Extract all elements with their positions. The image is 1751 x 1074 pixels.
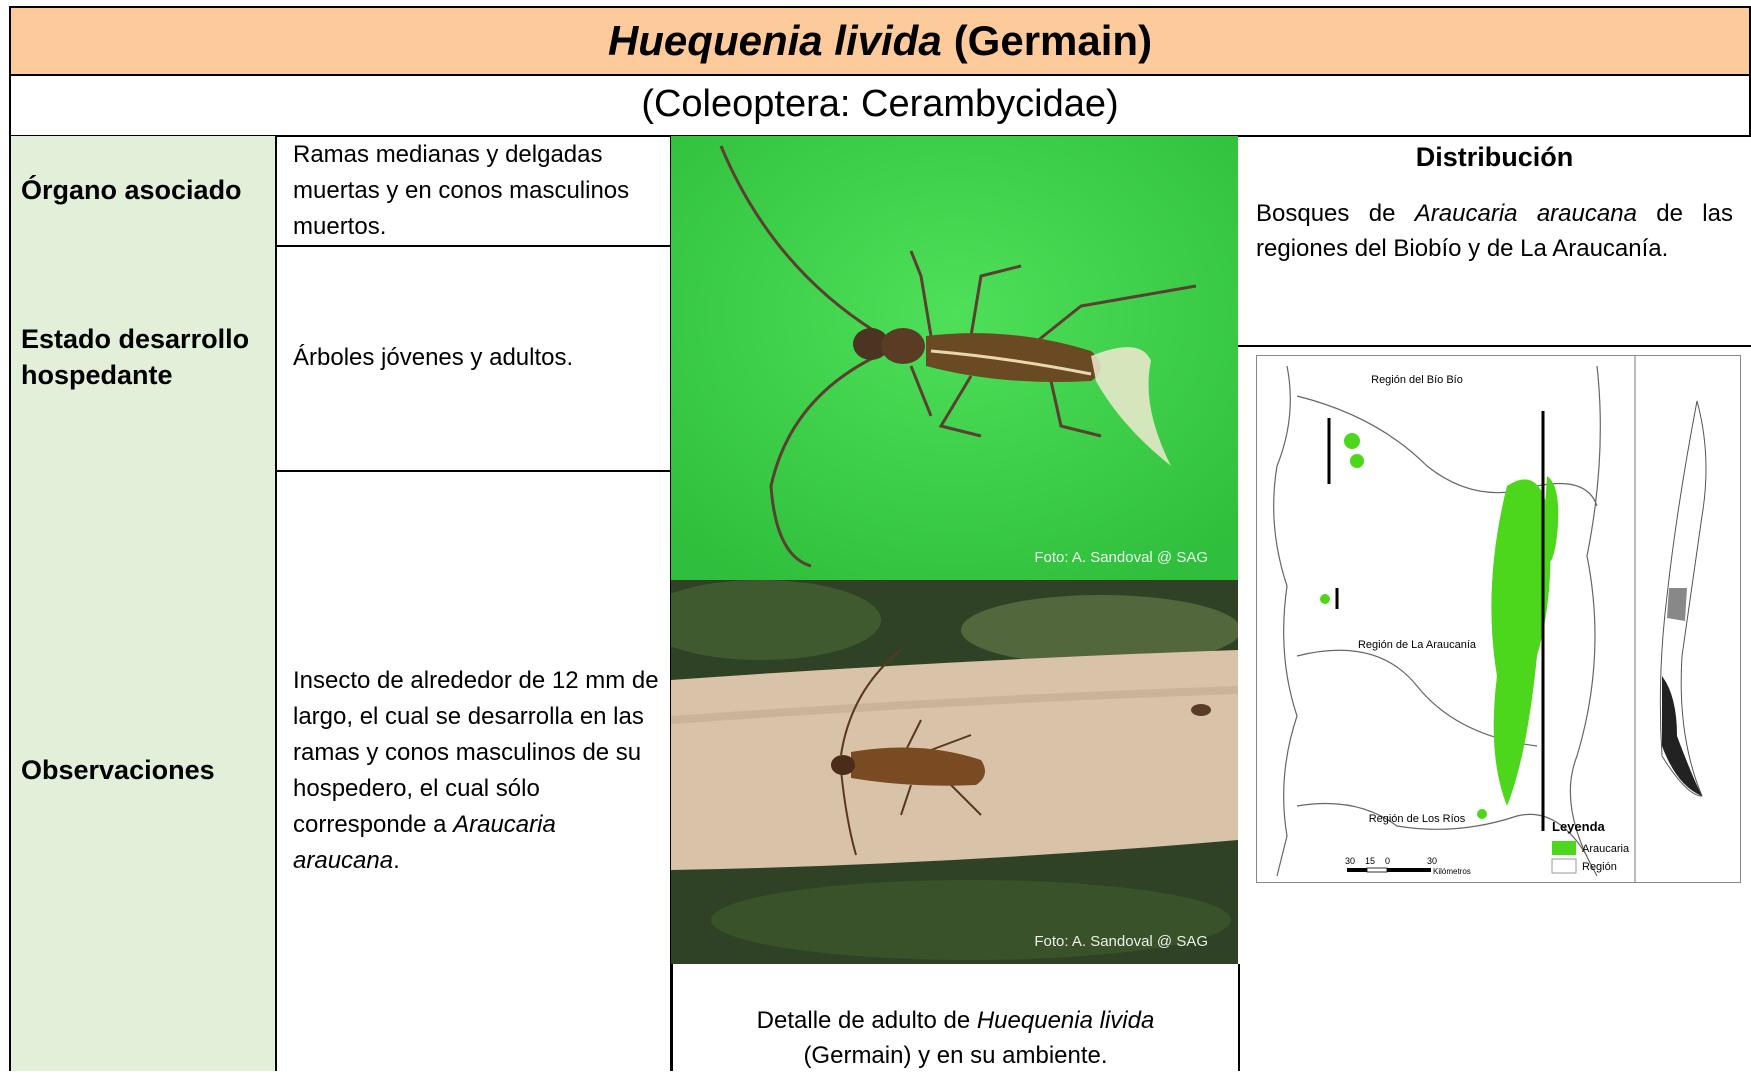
scale-label: 30: [1427, 856, 1437, 866]
row-value: Árboles jóvenes y adultos.: [275, 245, 672, 472]
text: (Germain) y en su ambiente.: [803, 1041, 1108, 1069]
distribution-cell: Distribución Bosques de Araucaria arauca…: [1238, 136, 1751, 347]
scale-label: 30: [1345, 856, 1355, 866]
legend-title: Leyenda: [1552, 819, 1606, 834]
title-species: Huequenia livida: [607, 17, 942, 64]
photo-beetle-branch: Foto: A. Sandoval @ SAG: [671, 580, 1238, 964]
text-italic: Huequenia livida: [976, 1007, 1155, 1034]
scale-bar: [1347, 868, 1367, 872]
photo-illustration: [671, 136, 1238, 580]
photo-caption: Detalle de adulto de Huequenia livida (G…: [671, 964, 1240, 1071]
row-label: Estado desarrollo hospedante: [9, 245, 277, 472]
chile-region-highlight: [1667, 588, 1687, 621]
scale-bar: [1387, 868, 1431, 872]
photo-credit: Foto: A. Sandoval @ SAG: [1034, 933, 1208, 950]
scale-unit: Kilómetros: [1433, 867, 1471, 876]
title-author: (Germain): [953, 17, 1153, 64]
text: Bosques de: [1256, 200, 1396, 227]
distribution-text: Bosques de Araucaria araucana de las reg…: [1256, 197, 1733, 267]
scale-label: 0: [1385, 856, 1390, 866]
row-value: Insecto de alrededor de 12 mm de largo, …: [275, 470, 672, 1071]
text-italic: Araucaria araucana: [1414, 200, 1637, 227]
scale-label: 15: [1365, 856, 1375, 866]
text: Detalle de adulto de: [756, 1007, 971, 1034]
text: .: [393, 846, 400, 874]
chile-south: [1662, 676, 1702, 796]
observation-text: Insecto de alrededor de 12 mm de largo, …: [293, 663, 666, 879]
photo-credit: Foto: A. Sandoval @ SAG: [1034, 549, 1208, 566]
legend-swatch: [1552, 841, 1576, 855]
row-label: Observaciones: [9, 470, 277, 1071]
scale-bar: [1366, 867, 1388, 873]
region-label: Región de Los Ríos: [1369, 813, 1466, 825]
text: Insecto de alrededor de 12 mm de largo, …: [293, 666, 659, 838]
distribution-heading: Distribución: [1415, 142, 1574, 172]
map-svg: Región del Bío Bío Región de La Araucaní…: [1273, 356, 1707, 882]
region-label: Región de La Araucanía: [1358, 639, 1477, 651]
row-label: Órgano asociado: [9, 136, 277, 247]
araucaria-patches: [1320, 433, 1559, 819]
text: de las regiones del Biobío y de La Arauc…: [1256, 200, 1733, 262]
title-row: Huequenia livida (Germain): [9, 6, 1751, 76]
legend-swatch: [1551, 858, 1577, 874]
photo-illustration: [671, 580, 1238, 964]
subtitle-row: (Coleoptera: Cerambycidae): [9, 74, 1751, 137]
legend-label: Araucaria: [1582, 843, 1630, 855]
legend-label: Región: [1582, 861, 1617, 873]
text-italic: Araucaria araucana: [293, 810, 556, 874]
region-label: Región del Bío Bío: [1371, 374, 1463, 386]
photo-beetle-green: Foto: A. Sandoval @ SAG: [671, 136, 1238, 580]
row-value: Ramas medianas y delgadas muertas y en c…: [275, 136, 672, 247]
region-borders: [1273, 365, 1601, 877]
distribution-map: Región del Bío Bío Región de La Araucaní…: [1256, 355, 1741, 883]
